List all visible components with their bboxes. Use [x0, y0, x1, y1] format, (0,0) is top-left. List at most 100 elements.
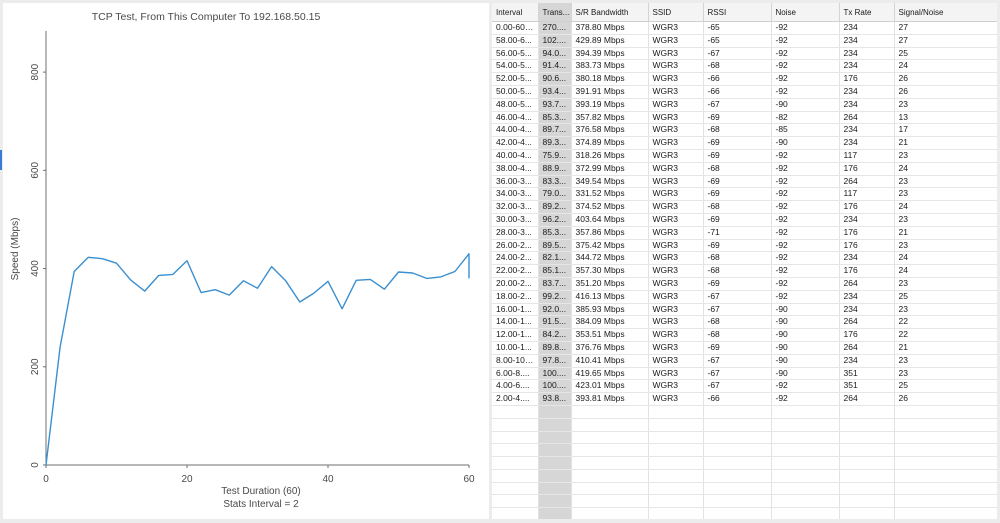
table-row[interactable]: 26.00-2... 89.5... 375.42 Mbps WGR3 -69 -92 17…	[492, 239, 997, 253]
table-row[interactable]: 10.00-1... 89.8... 376.76 Mbps WGR3 -69 -90 26…	[492, 341, 997, 355]
table-cell	[648, 456, 704, 470]
table-cell	[839, 482, 895, 496]
table-row[interactable]: 58.00-6... 102.... 429.89 Mbps WGR3 -65 -92 23…	[492, 34, 997, 48]
table-cell: 374.89 Mbps	[571, 136, 649, 150]
table-cell: 403.64 Mbps	[571, 213, 649, 227]
table-row[interactable]: 36.00-3... 83.3... 349.54 Mbps WGR3 -69 -92 26…	[492, 175, 997, 189]
table-cell: 24	[894, 264, 997, 278]
table-cell: -68	[703, 162, 772, 176]
table-row[interactable]: 56.00-5... 94.0... 394.39 Mbps WGR3 -67 -92 23…	[492, 47, 997, 61]
table-cell	[839, 456, 895, 470]
table-row[interactable]: 42.00-4... 89.3... 374.89 Mbps WGR3 -69 -90 23…	[492, 136, 997, 150]
table-cell: WGR3	[648, 149, 704, 163]
table-cell: -92	[771, 162, 840, 176]
table-cell: -92	[771, 175, 840, 189]
table-cell: 90.6...	[538, 72, 572, 86]
table-cell	[771, 456, 840, 470]
table-cell: -69	[703, 213, 772, 227]
table-row[interactable]: 4.00-6.... 100.... 423.01 Mbps WGR3 -67 -92 35…	[492, 379, 997, 394]
table-cell: 79.0...	[538, 187, 572, 202]
table-row[interactable]: 6.00-8.... 100.... 419.65 Mbps WGR3 -67 -90 35…	[492, 367, 997, 381]
column-header[interactable]: RSSI	[703, 3, 772, 22]
table-row[interactable]: 24.00-2... 82.1... 344.72 Mbps WGR3 -68 -92 23…	[492, 251, 997, 266]
column-header[interactable]: Noise	[771, 3, 840, 22]
table-cell: WGR3	[648, 21, 704, 35]
column-header[interactable]: Interval	[492, 3, 539, 22]
table-row[interactable]: 20.00-2... 83.7... 351.20 Mbps WGR3 -69 -92 26…	[492, 277, 997, 291]
table-row[interactable]: 28.00-3... 85.3... 357.86 Mbps WGR3 -71 -92 17…	[492, 226, 997, 240]
table-row[interactable]: 46.00-4... 85.3... 357.82 Mbps WGR3 -69 -82 26…	[492, 111, 997, 125]
empty-table-row	[492, 443, 997, 458]
table-cell: 46.00-4...	[492, 111, 539, 125]
table-row[interactable]: 40.00-4... 75.9... 318.26 Mbps WGR3 -69 -92 11…	[492, 149, 997, 163]
table-cell: -92	[771, 21, 840, 35]
y-axis-label: Speed (Mbps)	[10, 218, 21, 281]
table-cell: -67	[703, 98, 772, 112]
table-row[interactable]: 14.00-1... 91.5... 384.09 Mbps WGR3 -68 -90 26…	[492, 315, 997, 330]
y-tick-label: 0	[30, 462, 41, 468]
y-tick-label: 600	[30, 162, 41, 179]
table-cell	[894, 469, 997, 483]
table-cell: WGR3	[648, 72, 704, 86]
table-cell: WGR3	[648, 315, 704, 330]
table-cell: -68	[703, 264, 772, 278]
table-cell	[571, 431, 649, 445]
table-cell: 26	[894, 72, 997, 86]
table-row[interactable]: 48.00-5... 93.7... 393.19 Mbps WGR3 -67 -90 23…	[492, 98, 997, 112]
table-header-row: Interval Trans... S/R Bandwidth SSID RSSI Noi…	[492, 3, 997, 22]
column-header[interactable]: SSID	[648, 3, 704, 22]
table-cell: 234	[839, 59, 895, 74]
table-row[interactable]: 8.00-10.... 97.8... 410.41 Mbps WGR3 -67 -90 2…	[492, 354, 997, 368]
table-cell	[538, 405, 572, 419]
table-cell: 22	[894, 315, 997, 330]
table-cell: 117	[839, 149, 895, 163]
table-cell	[492, 418, 539, 432]
table-cell: -92	[771, 379, 840, 394]
table-row[interactable]: 2.00-4.... 93.8... 393.81 Mbps WGR3 -66 -92 26…	[492, 392, 997, 406]
table-cell	[492, 431, 539, 445]
table-cell: 102....	[538, 34, 572, 48]
table-cell	[648, 507, 704, 519]
table-cell: 89.7...	[538, 123, 572, 138]
table-cell: -68	[703, 123, 772, 138]
table-row[interactable]: 52.00-5... 90.6... 380.18 Mbps WGR3 -66 -92 17…	[492, 72, 997, 86]
table-cell: WGR3	[648, 277, 704, 291]
table-cell	[839, 431, 895, 445]
table-cell: 91.4...	[538, 59, 572, 74]
table-row[interactable]: 54.00-5... 91.4... 383.73 Mbps WGR3 -68 -92 23…	[492, 59, 997, 74]
column-header[interactable]: Signal/Noise	[894, 3, 997, 22]
table-cell: -90	[771, 341, 840, 355]
table-cell: -90	[771, 328, 840, 342]
table-row[interactable]: 12.00-1... 84.2... 353.51 Mbps WGR3 -68 -90 17…	[492, 328, 997, 342]
column-header[interactable]: Trans...	[538, 3, 572, 22]
table-row[interactable]: 18.00-2... 99.2... 416.13 Mbps WGR3 -67 -92 23…	[492, 290, 997, 304]
table-cell: 4.00-6....	[492, 379, 539, 394]
table-cell: 54.00-5...	[492, 59, 539, 74]
table-cell: 16.00-1...	[492, 303, 539, 317]
results-table-panel[interactable]: Interval Trans... S/R Bandwidth SSID RSSI Noi…	[492, 3, 997, 519]
column-header[interactable]: S/R Bandwidth	[571, 3, 649, 22]
table-row[interactable]: 30.00-3... 96.2... 403.64 Mbps WGR3 -69 -92 23…	[492, 213, 997, 227]
table-cell: -69	[703, 187, 772, 202]
table-row[interactable]: 22.00-2... 85.1... 357.30 Mbps WGR3 -68 -92 17…	[492, 264, 997, 278]
column-header[interactable]: Tx Rate	[839, 3, 895, 22]
table-cell: WGR3	[648, 59, 704, 74]
table-row[interactable]: 50.00-5... 93.4... 391.91 Mbps WGR3 -66 -92 23…	[492, 85, 997, 99]
table-cell: 21	[894, 226, 997, 240]
table-row[interactable]: 34.00-3... 79.0... 331.52 Mbps WGR3 -69 -92 11…	[492, 187, 997, 202]
table-row[interactable]: 0.00-60.... 270.... 378.80 Mbps WGR3 -65 -92 2…	[492, 21, 997, 35]
table-cell: 89.2...	[538, 200, 572, 214]
table-cell: 23	[894, 303, 997, 317]
table-cell: 234	[839, 354, 895, 368]
table-row[interactable]: 16.00-1... 92.0... 385.93 Mbps WGR3 -67 -90 23…	[492, 303, 997, 317]
table-cell: 234	[839, 85, 895, 99]
table-cell: 353.51 Mbps	[571, 328, 649, 342]
table-row[interactable]: 44.00-4... 89.7... 376.58 Mbps WGR3 -68 -85 23…	[492, 123, 997, 138]
table-cell: 176	[839, 264, 895, 278]
table-cell: 357.30 Mbps	[571, 264, 649, 278]
table-row[interactable]: 32.00-3... 89.2... 374.52 Mbps WGR3 -68 -92 17…	[492, 200, 997, 214]
table-row[interactable]: 38.00-4... 88.9... 372.99 Mbps WGR3 -68 -92 17…	[492, 162, 997, 176]
table-cell: 83.3...	[538, 175, 572, 189]
table-cell: 2.00-4....	[492, 392, 539, 406]
results-table[interactable]: Interval Trans... S/R Bandwidth SSID RSSI Noi…	[492, 3, 997, 519]
